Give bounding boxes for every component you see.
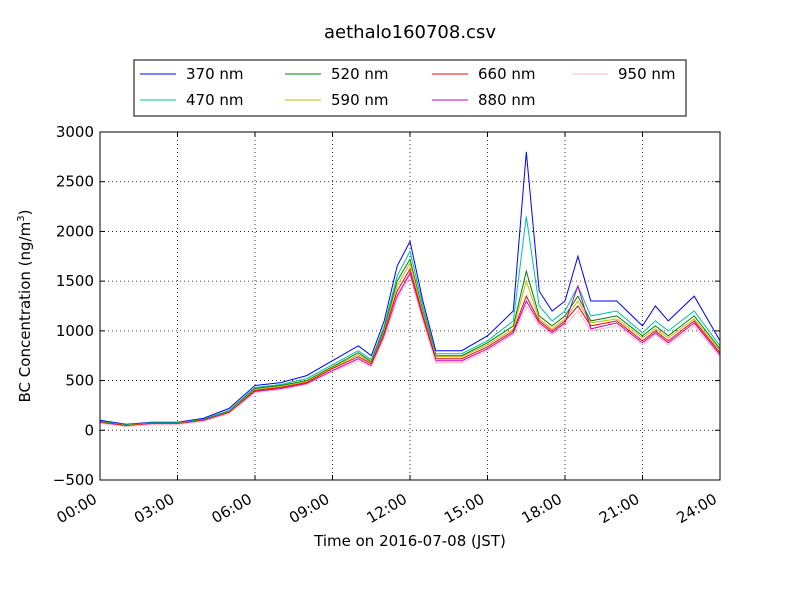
x-tick-label: 09:00 [286,490,332,527]
legend-label: 950 nm [618,65,676,83]
chart-title: aethalo160708.csv [324,22,496,43]
series-line-950-nm [99,274,721,428]
y-axis-label: BC Concentration (ng/m3) [16,210,34,403]
legend-label: 590 nm [331,91,389,109]
x-axis-label: Time on 2016-07-08 (JST) [313,532,506,550]
legend-label: 370 nm [186,65,244,83]
legend-box [133,59,687,117]
y-axis-label-sup: 3 [16,215,27,221]
y-axis-label-main: BC Concentration (ng/m [16,222,34,403]
x-tick-label: 03:00 [131,490,177,527]
plot-area [99,131,721,481]
y-tick-label: 3000 [56,123,94,141]
y-tick-label: 1500 [56,272,94,290]
y-tick-label: −500 [53,471,94,489]
grid [100,132,720,480]
x-tick-label: 12:00 [364,490,410,527]
legend-label: 880 nm [478,91,536,109]
y-tick-label: 500 [65,372,94,390]
series-line-470-nm [99,216,721,426]
series-line-370-nm [99,151,721,425]
legend: 370 nm 470 nm 520 nm 590 nm 660 nm 880 nm 950 … [133,59,687,117]
legend-label: 520 nm [331,65,389,83]
legend-label: 660 nm [478,65,536,83]
legend-label: 470 nm [186,91,244,109]
y-tick-labels: −500 0 500 1000 1500 2000 2500 3000 [53,123,94,489]
x-tick-label: 00:00 [54,490,100,527]
y-axis-label-end: ) [16,210,34,216]
y-tick-label: 2000 [56,222,94,240]
tick-marks [99,131,721,481]
x-tick-label: 21:00 [596,490,642,527]
x-tick-label: 15:00 [441,490,487,527]
plot-background [100,132,720,480]
series-lines [99,151,721,428]
y-tick-label: 1000 [56,322,94,340]
y-tick-label: 2500 [56,173,94,191]
x-tick-label: 06:00 [209,490,255,527]
x-tick-labels: 00:00 03:00 06:00 09:00 12:00 15:00 18:00 21:00… [54,490,720,527]
x-tick-label: 24:00 [674,490,720,527]
x-tick-label: 18:00 [519,490,565,527]
y-tick-label: 0 [84,421,94,439]
